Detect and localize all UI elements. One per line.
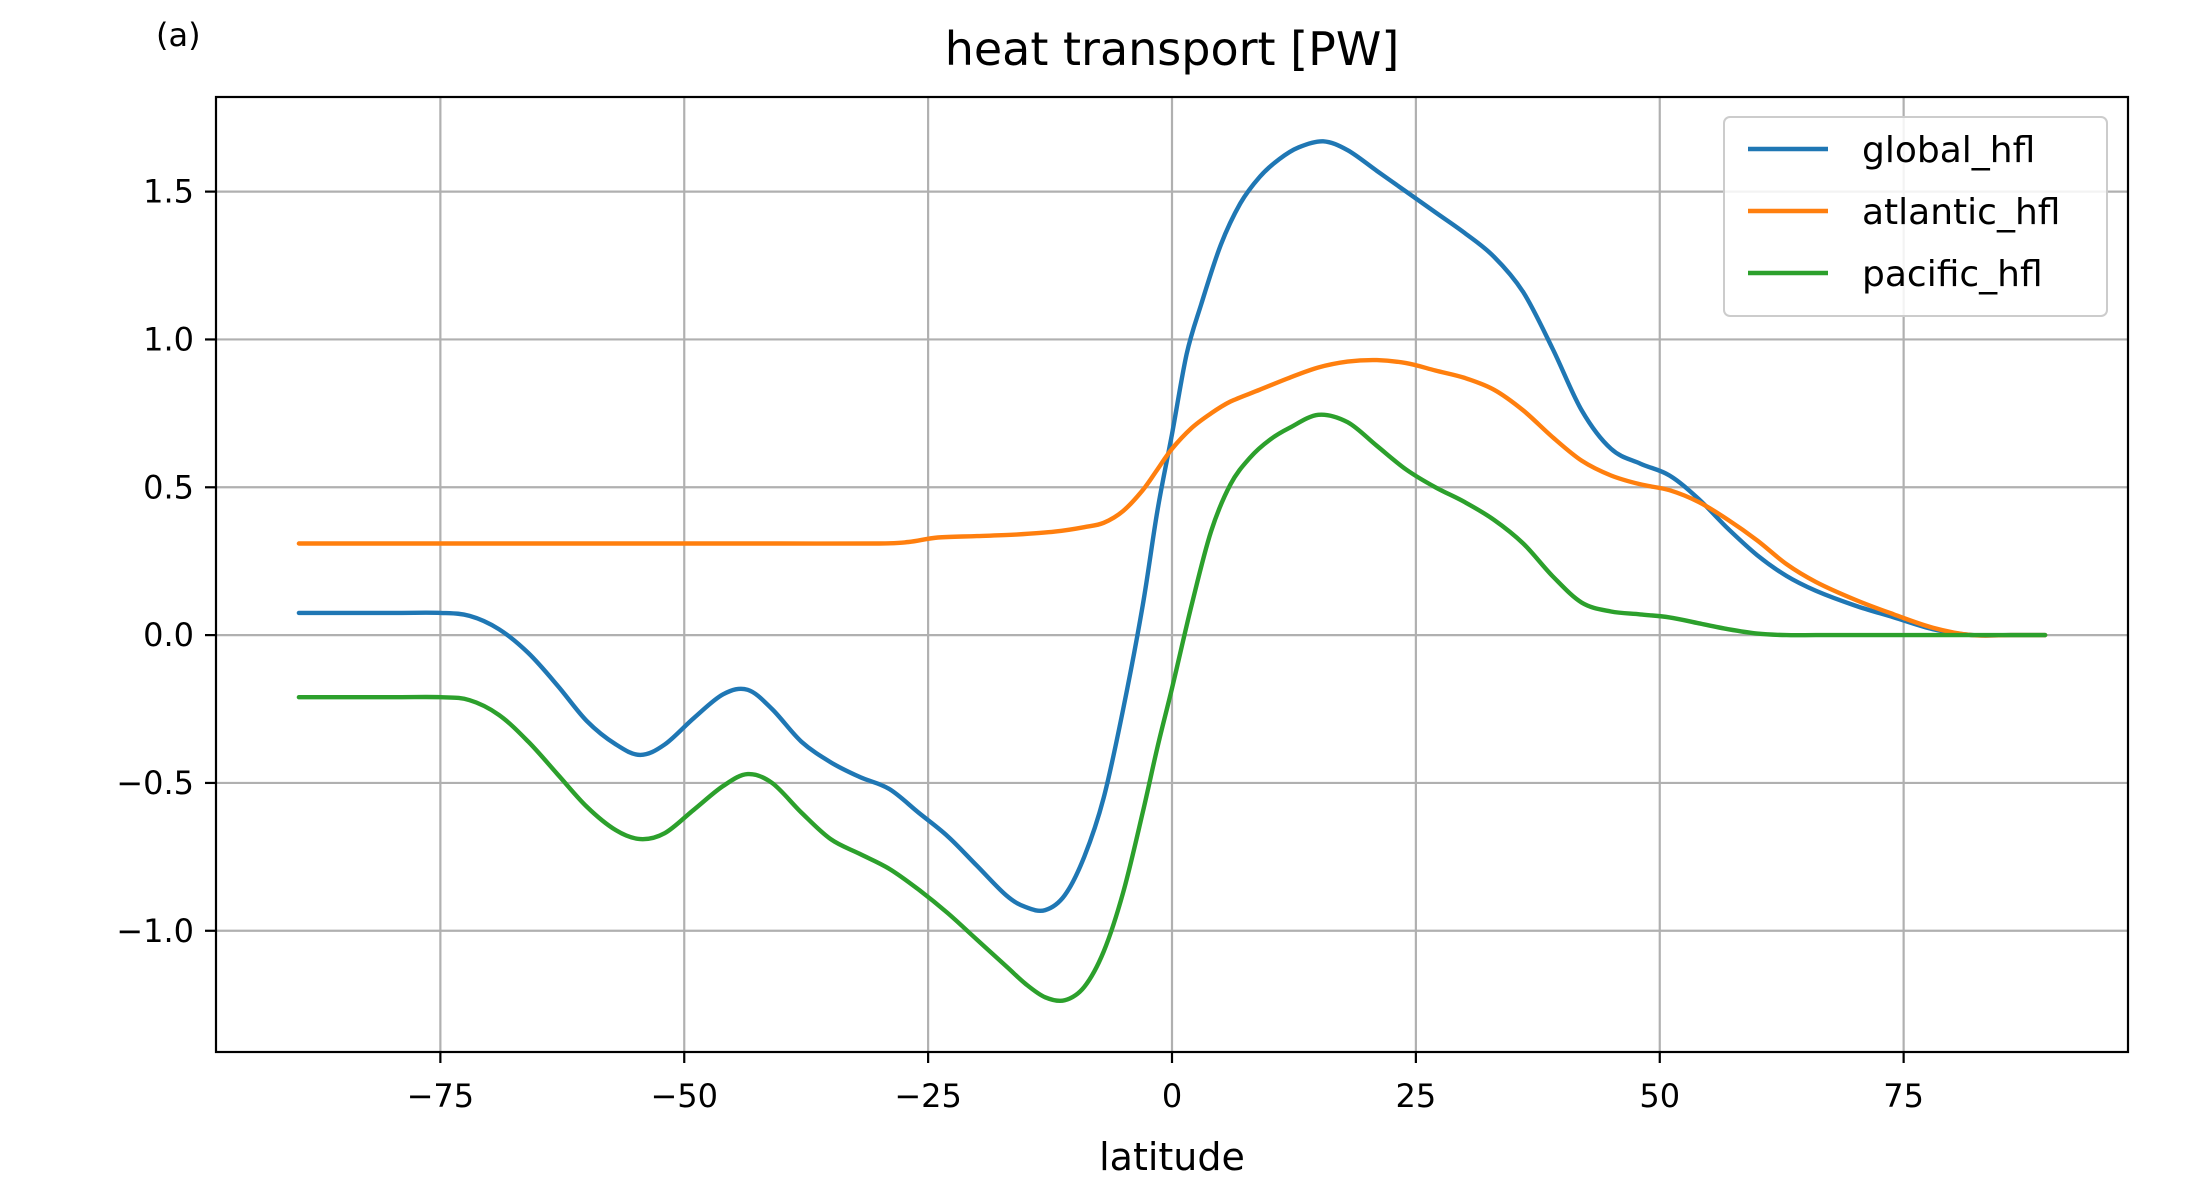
legend-label-atlantic-hfl: atlantic_hfl	[1862, 192, 2060, 233]
y-tick-label: −0.5	[116, 764, 194, 802]
y-tick-label: 1.0	[143, 320, 194, 358]
panel-label: (a)	[156, 16, 201, 54]
y-tick-label: 0.0	[143, 616, 194, 654]
x-tick-label: 75	[1883, 1077, 1924, 1115]
x-tick-label: 0	[1162, 1077, 1182, 1115]
chart-title: heat transport [PW]	[945, 22, 1400, 76]
legend-label-pacific-hfl: pacific_hfl	[1862, 254, 2043, 295]
legend-label-global-hfl: global_hfl	[1862, 130, 2035, 171]
x-tick-label: −25	[894, 1077, 962, 1115]
x-axis-label: latitude	[1099, 1135, 1245, 1179]
y-tick-label: 1.5	[143, 173, 194, 211]
legend-box	[1723, 116, 2108, 317]
y-tick-label: −1.0	[116, 912, 194, 950]
series-line-atlantic-hfl	[296, 357, 2048, 638]
y-axis-ticks: −1.0 −0.5 0.0 0.5 1.0 1.5	[116, 173, 216, 950]
x-axis-ticks: −75 −50 −25 0 25 50 75	[407, 1052, 1924, 1115]
y-tick-label: 0.5	[143, 468, 194, 506]
legend: global_hfl atlantic_hfl pacific_hfl	[1723, 116, 2108, 317]
x-tick-label: −50	[650, 1077, 718, 1115]
series-line-pacific-hfl	[296, 412, 2048, 1004]
x-tick-label: −75	[407, 1077, 475, 1115]
x-tick-label: 50	[1639, 1077, 1680, 1115]
x-tick-label: 25	[1396, 1077, 1437, 1115]
plot-series	[296, 139, 2048, 1004]
